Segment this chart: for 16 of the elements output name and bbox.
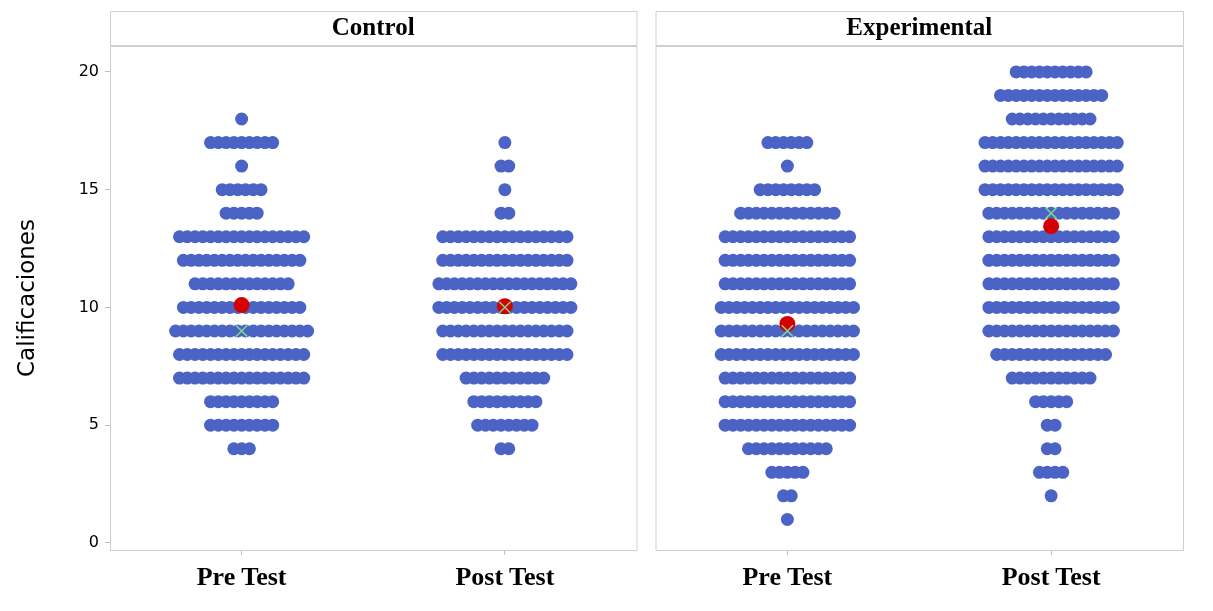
x-tick-label: Pre Test: [196, 562, 287, 592]
y-tick-label: 5: [88, 414, 99, 434]
chart-title: Control: [331, 13, 415, 41]
chart-title: Experimental: [846, 13, 993, 41]
x-tick-label: Post Test: [455, 562, 555, 592]
point: [780, 324, 794, 338]
y-tick-label: 0: [88, 532, 99, 552]
y-tick-label: 10: [78, 296, 99, 316]
x-tick-label: Pre Test: [742, 562, 833, 592]
point: [1043, 218, 1060, 235]
y-axis-title: Calificaciones: [12, 219, 39, 377]
point: [235, 324, 249, 338]
x-tick-label: Post Test: [1001, 562, 1101, 592]
y-tick-label: 15: [78, 178, 99, 198]
y-tick-label: 20: [78, 61, 99, 81]
point: [233, 297, 250, 314]
